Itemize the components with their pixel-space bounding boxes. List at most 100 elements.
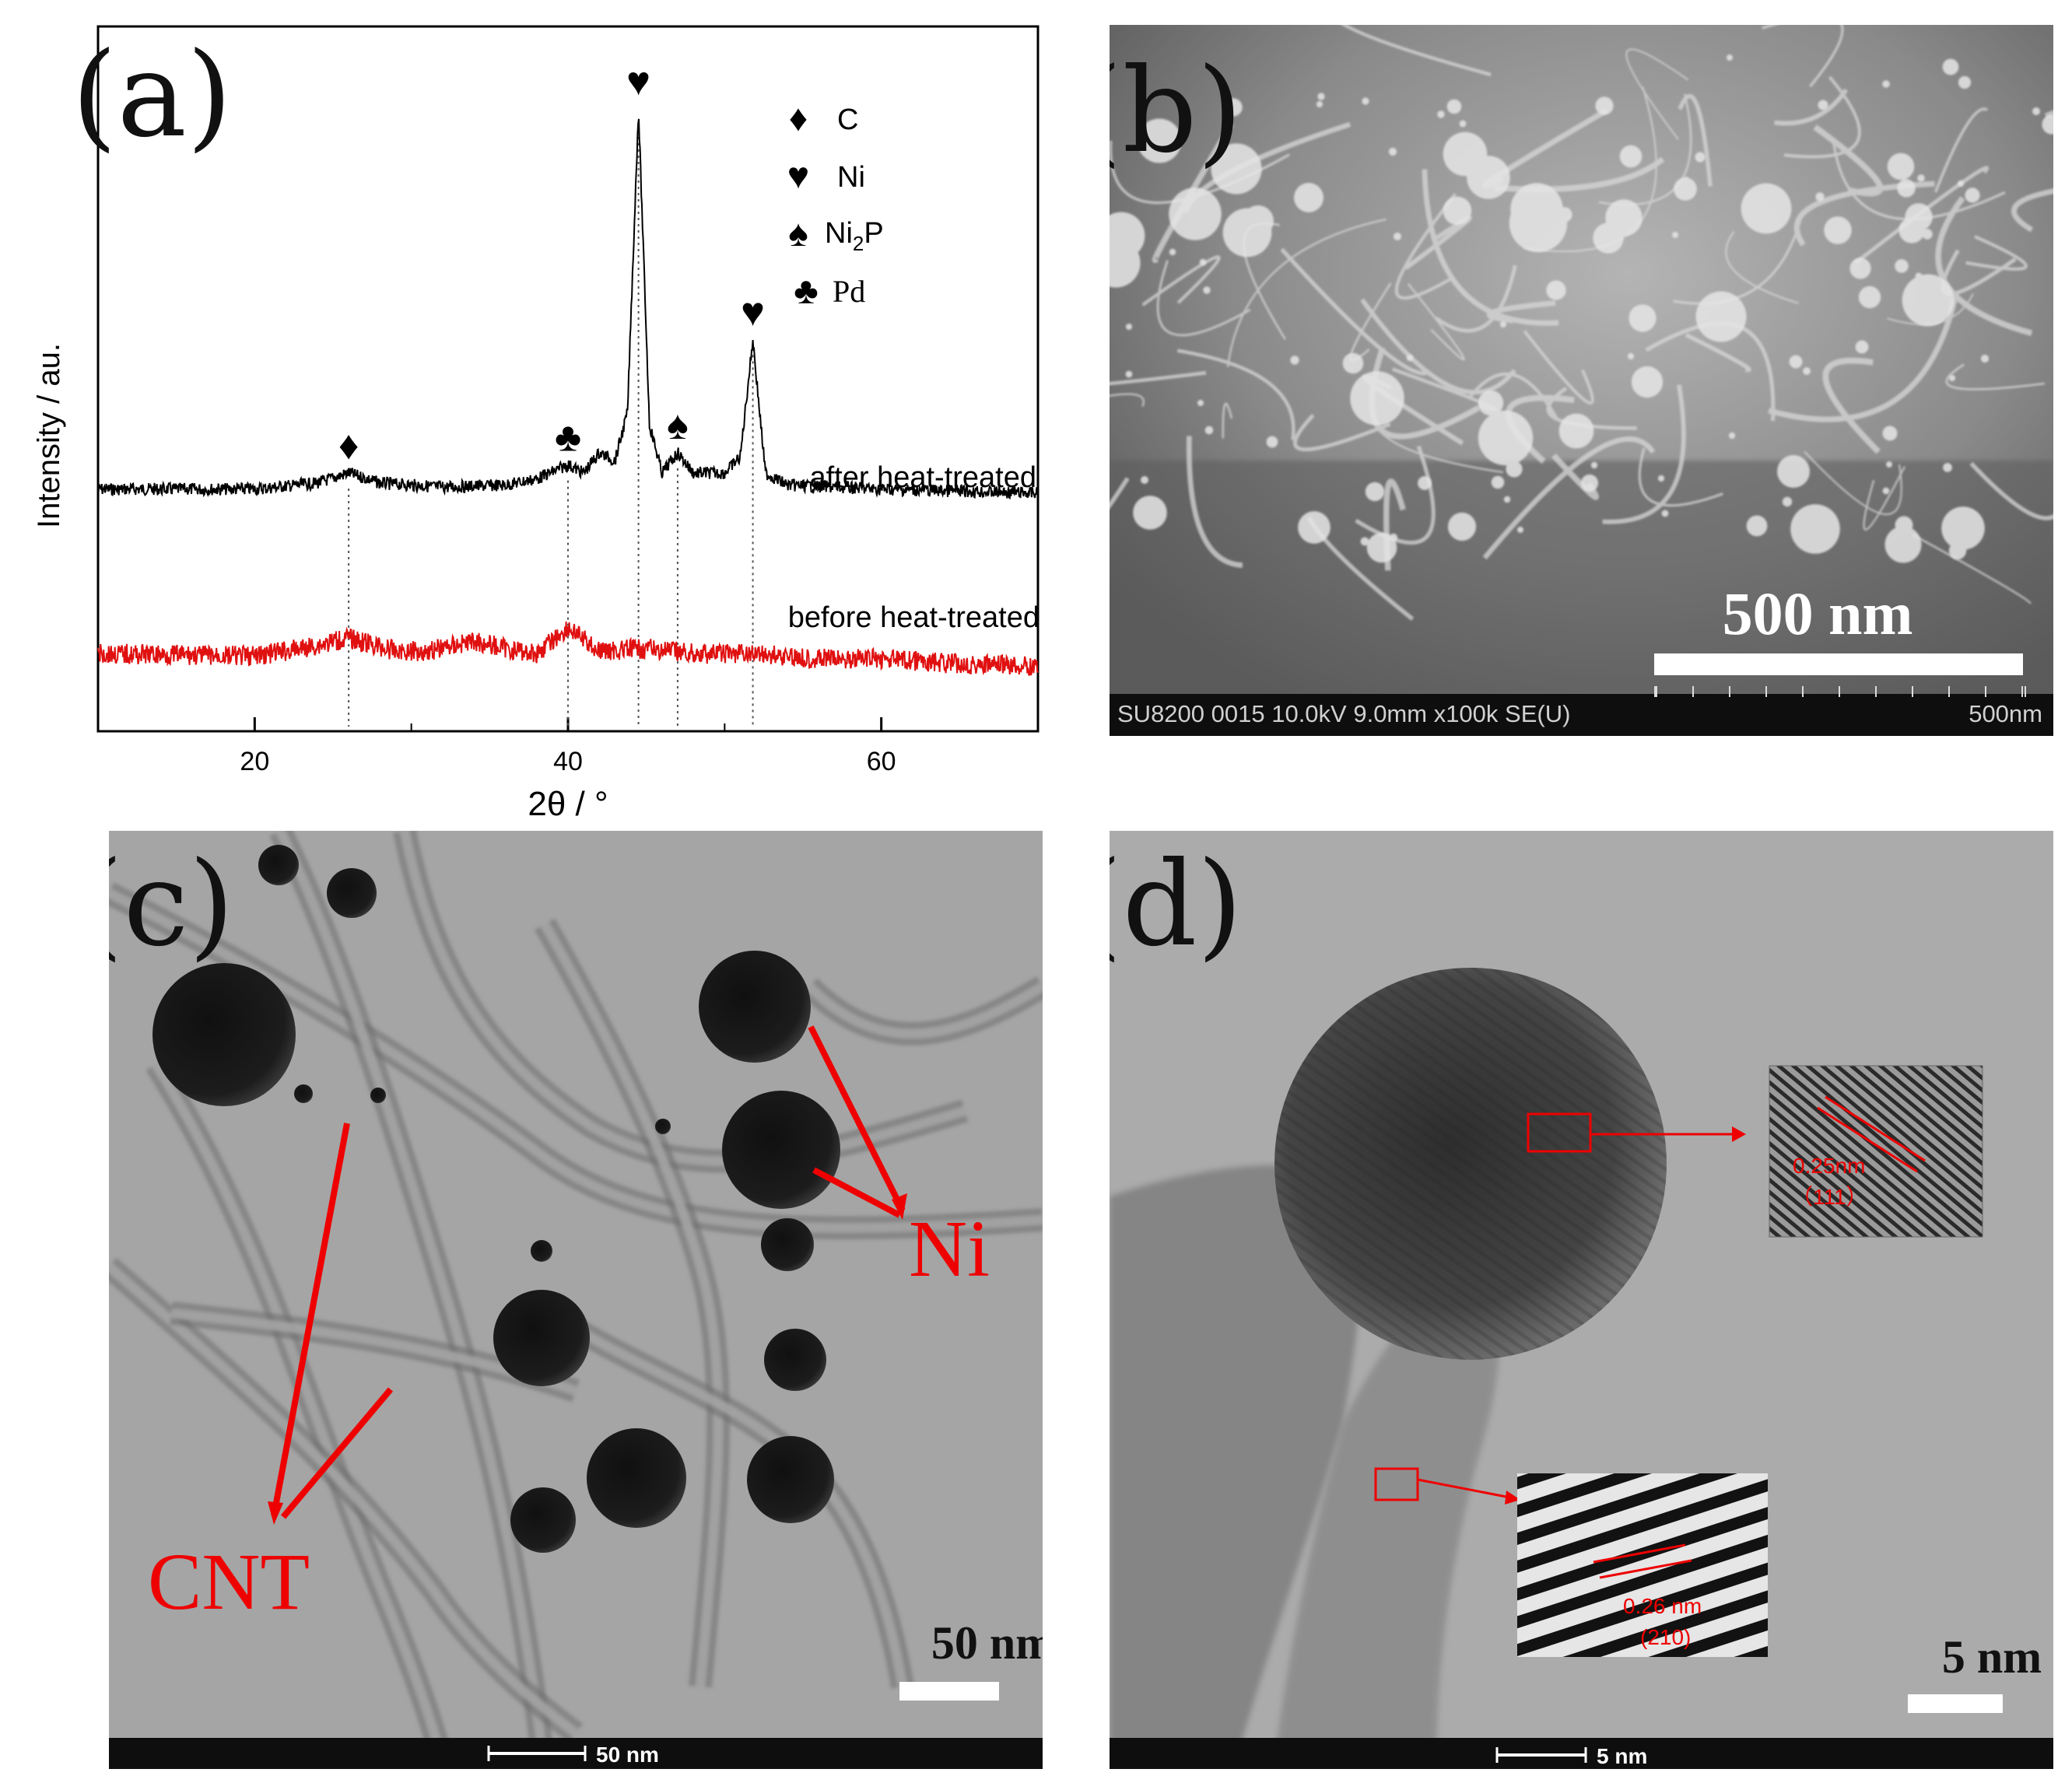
sem-fiber — [1523, 330, 1594, 405]
sem-particle — [1128, 264, 1138, 273]
sem-particle — [1478, 410, 1534, 466]
tem-image-d: 0.25nm （111） 0.26 nm (210) 5 nm 5 nm — [1110, 831, 2053, 1769]
sem-particle — [1394, 233, 1401, 240]
sem-particle — [1133, 496, 1167, 530]
legend-ni2p-symbol: ♠ — [788, 213, 808, 254]
ni-nanoparticle — [761, 1218, 814, 1271]
sem-particle — [1905, 203, 1933, 231]
sem-fiber — [1678, 93, 1713, 187]
sem-fiber — [1341, 25, 1492, 77]
sem-particle — [1824, 216, 1852, 244]
ni-nanoparticle — [722, 1091, 840, 1209]
ni-nanoparticle — [699, 951, 811, 1063]
sem-particle — [1902, 274, 1955, 327]
sem-info-bar — [1110, 694, 2053, 736]
sem-fiber — [1110, 370, 1207, 386]
sem-particle — [1941, 506, 1985, 550]
sem-fiber — [1945, 363, 2045, 391]
sem-particle — [1631, 366, 1664, 398]
panel-a: 20 40 60 ♦ ♣ ♥ ♠ ♥ Intensity / au. 2θ / ° afte… — [0, 0, 1058, 825]
inset2-hrtem: 0.26 nm (210) — [1517, 1473, 1768, 1657]
sem-particle — [1546, 280, 1566, 300]
sem-particle — [1509, 194, 1568, 253]
sem-particle — [1882, 487, 1890, 495]
sem-particle — [1958, 75, 1972, 89]
sem-particle — [1697, 311, 1703, 317]
ni-nanoparticle — [531, 1240, 552, 1262]
sem-particle — [1958, 180, 1964, 187]
sem-fiber — [2011, 188, 2053, 233]
sem-particle — [1222, 208, 1272, 257]
sem-particle — [1294, 183, 1323, 212]
sem-fiber — [1774, 88, 1849, 126]
sem-particle — [1629, 304, 1657, 332]
sem-particle — [1362, 97, 1369, 105]
cnt-annotation: CNT — [148, 1537, 310, 1627]
series-label-before: before heat-treated — [788, 601, 1040, 634]
sem-fiber — [1783, 75, 1861, 159]
sem-fiber — [1152, 122, 1234, 264]
sem-particle — [1317, 93, 1325, 100]
sem-particle — [1815, 192, 1825, 201]
ni-nanoparticle — [655, 1119, 671, 1134]
sem-particle — [1125, 370, 1133, 378]
sem-fiber — [1435, 264, 1517, 333]
sem-fiber — [1422, 169, 1559, 326]
x-tick-label: 20 — [240, 747, 269, 776]
sem-particle — [1354, 400, 1360, 406]
legend-ni-label: Ni — [837, 161, 865, 194]
sem-fiber — [1762, 25, 1844, 88]
sem-particle — [1478, 390, 1504, 416]
sem-particle — [1350, 371, 1404, 426]
ni-nanoparticle — [370, 1088, 386, 1103]
sem-fiber — [1360, 298, 1516, 395]
peak-symbol-ni: ♥ — [741, 289, 765, 335]
sem-fiber — [1673, 215, 1803, 305]
sem-particle — [1897, 179, 1916, 198]
sem-fiber — [1280, 247, 1429, 376]
sem-particle — [1661, 510, 1669, 517]
panel-label-c: (c) — [109, 837, 235, 972]
sem-particle — [1746, 515, 1768, 537]
sem-fiber — [1469, 372, 1558, 420]
sem-fiber — [1375, 426, 1503, 474]
sem-fiber — [1832, 143, 2006, 221]
sem-fiber — [1965, 235, 2028, 271]
sem-particle — [1886, 461, 1892, 468]
panel-label-b: (b) — [1110, 44, 1243, 179]
peak-symbol-c: ♦ — [338, 423, 359, 468]
x-tick-label: 60 — [867, 747, 896, 776]
sem-particle — [1199, 258, 1207, 266]
ni-nanoparticle — [764, 1329, 826, 1391]
series-line-after — [97, 118, 1039, 500]
tem-d-bar-scale: 5 nm — [1597, 1744, 1647, 1768]
sem-particle — [1882, 426, 1898, 441]
sem-fiber — [1625, 48, 1689, 140]
sem-particle — [1672, 232, 1678, 238]
peak-symbol-ni2p: ♠ — [667, 403, 689, 448]
sem-particle — [1657, 475, 1665, 482]
sem-particle — [1316, 100, 1323, 108]
sem-fiber — [1482, 436, 1656, 560]
sem-particle — [1110, 212, 1145, 260]
cnt-tube-core — [109, 1263, 579, 1737]
sem-particle — [1547, 205, 1555, 212]
legend-c-symbol: ♦ — [789, 98, 808, 139]
sem-particle — [1882, 80, 1890, 88]
series-line-before — [97, 621, 1039, 676]
sem-particle — [1790, 504, 1840, 554]
sem-particle — [1197, 400, 1204, 406]
sem-particle — [1595, 96, 1614, 115]
legend-ni-symbol: ♥ — [787, 156, 810, 197]
ni-nanoparticle — [510, 1487, 576, 1553]
sem-info-text: SU8200 0015 10.0kV 9.0mm x100k SE(U) — [1117, 700, 1571, 727]
peak-symbol-pd: ♣ — [555, 415, 581, 461]
panel-label-a: (a) — [72, 28, 233, 163]
inset1-source-box — [1527, 1112, 1592, 1153]
tem-c-bar-scale: 50 nm — [596, 1743, 659, 1767]
ni-nanoparticle — [153, 963, 296, 1106]
inset2-source-box — [1374, 1467, 1419, 1501]
sem-fiber — [1645, 321, 1776, 422]
sem-fiber — [1725, 230, 1799, 304]
sem-fiber — [1226, 218, 1387, 368]
